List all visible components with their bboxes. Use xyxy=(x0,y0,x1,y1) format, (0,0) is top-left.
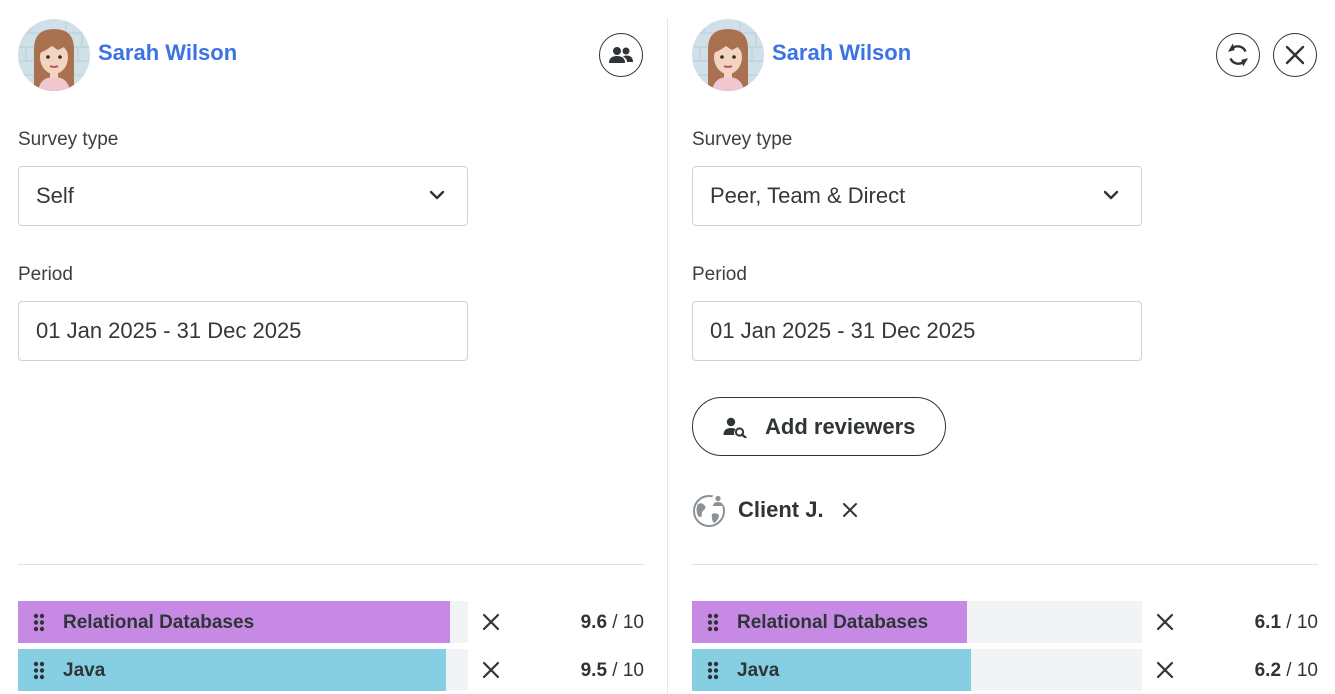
skill-score-value: 9.6 xyxy=(580,612,608,633)
drag-handle-icon[interactable] xyxy=(33,661,45,680)
drag-handle-icon[interactable] xyxy=(707,613,719,632)
skill-bar-fill xyxy=(692,649,971,691)
skill-row: Java 6.2 / 10 xyxy=(692,649,1318,691)
close-panel-button[interactable] xyxy=(1273,33,1317,77)
period-field[interactable]: 01 Jan 2025 - 31 Dec 2025 xyxy=(692,301,1142,361)
survey-type-label: Survey type xyxy=(18,129,119,150)
panel-divider xyxy=(667,18,668,694)
period-field[interactable]: 01 Jan 2025 - 31 Dec 2025 xyxy=(18,301,468,361)
period-value: 01 Jan 2025 - 31 Dec 2025 xyxy=(710,318,976,343)
skill-row: Relational Databases 9.6 / 10 xyxy=(18,601,644,643)
skill-score: 9.6 / 10 xyxy=(581,612,644,634)
skill-name: Relational Databases xyxy=(737,612,929,633)
section-divider xyxy=(18,564,644,565)
skill-name: Java xyxy=(63,660,106,681)
skill-bar-fill xyxy=(18,649,446,691)
chevron-down-icon xyxy=(1103,190,1119,200)
skill-score: 9.5 / 10 xyxy=(581,660,644,682)
period-label: Period xyxy=(18,264,73,285)
skill-row: Java 9.5 / 10 xyxy=(18,649,644,691)
skill-name: Java xyxy=(737,660,780,681)
skill-name: Relational Databases xyxy=(63,612,255,633)
skill-score-max: / 10 xyxy=(1286,612,1318,633)
user-name-link[interactable]: Sarah Wilson xyxy=(772,40,912,65)
add-reviewers-label: Add reviewers xyxy=(765,413,916,439)
user-search-icon xyxy=(723,417,747,438)
left-comparison-panel: Sarah Wilson Survey type Self Period 01 … xyxy=(18,0,644,694)
skill-score-value: 6.1 xyxy=(1254,612,1282,633)
skill-bar-track: Java xyxy=(692,649,1142,691)
user-name-link[interactable]: Sarah Wilson xyxy=(98,40,238,65)
remove-skill-icon[interactable] xyxy=(1155,612,1175,632)
chevron-down-icon xyxy=(429,190,445,200)
avatar xyxy=(18,19,90,91)
skill-score-value: 9.5 xyxy=(580,660,608,681)
right-comparison-panel: Sarah Wilson Survey type Peer, Team & Di… xyxy=(692,0,1318,694)
skill-bar-track: Relational Databases xyxy=(18,601,468,643)
survey-type-value: Peer, Team & Direct xyxy=(710,183,906,208)
survey-type-select[interactable]: Peer, Team & Direct xyxy=(692,166,1142,226)
reviewer-chip: Client J. xyxy=(692,492,858,528)
remove-skill-icon[interactable] xyxy=(481,660,501,680)
skill-score-max: / 10 xyxy=(612,660,644,681)
drag-handle-icon[interactable] xyxy=(33,613,45,632)
period-label: Period xyxy=(692,264,747,285)
skill-row: Relational Databases 6.1 / 10 xyxy=(692,601,1318,643)
avatar xyxy=(692,19,764,91)
people-icon xyxy=(609,47,633,63)
skill-score: 6.1 / 10 xyxy=(1255,612,1318,634)
survey-type-value: Self xyxy=(36,183,74,208)
skill-score-value: 6.2 xyxy=(1254,660,1282,681)
add-reviewers-button[interactable]: Add reviewers xyxy=(692,397,946,456)
section-divider xyxy=(692,564,1318,565)
close-icon xyxy=(842,503,857,517)
people-button[interactable] xyxy=(599,33,643,77)
survey-type-label: Survey type xyxy=(692,129,793,150)
refresh-button[interactable] xyxy=(1216,33,1260,77)
skill-bar-fill xyxy=(18,601,450,643)
period-value: 01 Jan 2025 - 31 Dec 2025 xyxy=(36,318,302,343)
skill-bar-fill xyxy=(692,601,967,643)
remove-reviewer-button[interactable] xyxy=(842,502,858,518)
remove-skill-icon[interactable] xyxy=(481,612,501,632)
reviewer-chip-label: Client J. xyxy=(738,497,824,522)
refresh-icon xyxy=(1227,43,1249,67)
globe-user-icon xyxy=(693,494,725,527)
skill-score-max: / 10 xyxy=(1286,660,1318,681)
survey-type-select[interactable]: Self xyxy=(18,166,468,226)
skill-score-max: / 10 xyxy=(612,612,644,633)
remove-skill-icon[interactable] xyxy=(1155,660,1175,680)
close-icon xyxy=(1285,45,1305,65)
skill-bar-track: Relational Databases xyxy=(692,601,1142,643)
skill-score: 6.2 / 10 xyxy=(1255,660,1318,682)
skill-bar-track: Java xyxy=(18,649,468,691)
drag-handle-icon[interactable] xyxy=(707,661,719,680)
